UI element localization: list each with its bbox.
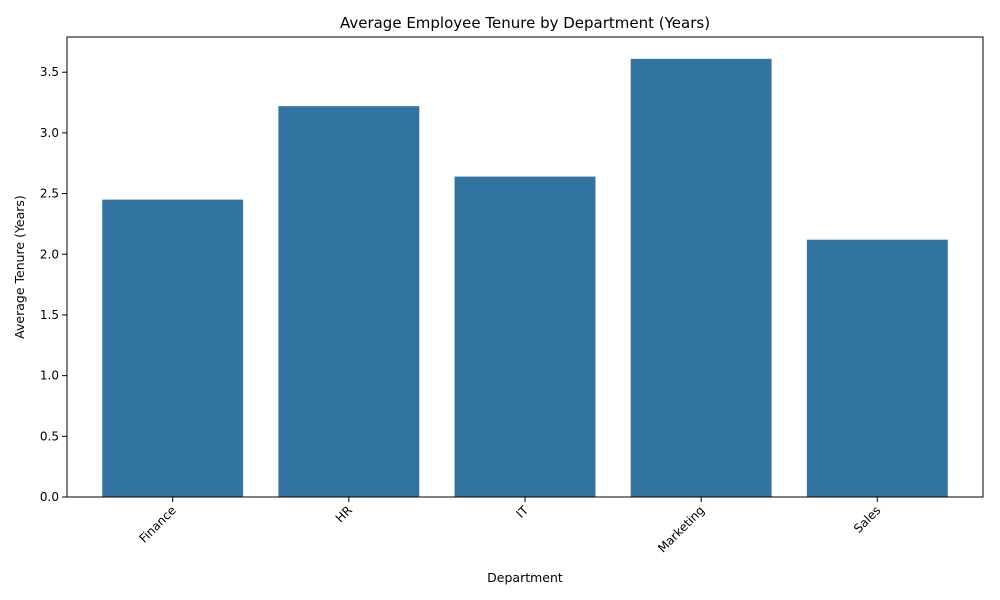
y-tick-label: 3.5 [40, 65, 59, 79]
y-tick-label: 3.0 [40, 126, 59, 140]
y-tick-label: 2.0 [40, 247, 59, 261]
y-axis: 0.0 0.5 1.0 1.5 2.0 2.5 3.0 3.5 [40, 65, 67, 504]
bar-sales [806, 239, 948, 497]
bar-hr [278, 106, 420, 498]
x-tick-label: Sales [851, 503, 883, 535]
y-tick-label: 1.0 [40, 369, 59, 383]
y-tick-label: 0.5 [40, 429, 59, 443]
x-tick-label: Marketing [655, 503, 707, 555]
bar-it [454, 176, 596, 497]
x-axis: Finance HR IT Marketing Sales [136, 497, 883, 555]
x-axis-label: Department [487, 570, 563, 585]
y-tick-label: 0.0 [40, 490, 59, 504]
bars-layer [102, 58, 948, 498]
x-tick-label: HR [333, 503, 355, 525]
x-tick-label: IT [514, 503, 532, 521]
chart-title: Average Employee Tenure by Department (Y… [340, 14, 710, 32]
x-tick-label: Finance [136, 503, 178, 545]
y-tick-label: 2.5 [40, 187, 59, 201]
bar-marketing [630, 58, 772, 497]
plot-frame [66, 36, 984, 498]
y-tick-label: 1.5 [40, 308, 59, 322]
y-axis-label: Average Tenure (Years) [12, 195, 27, 339]
bar-finance [102, 199, 244, 497]
